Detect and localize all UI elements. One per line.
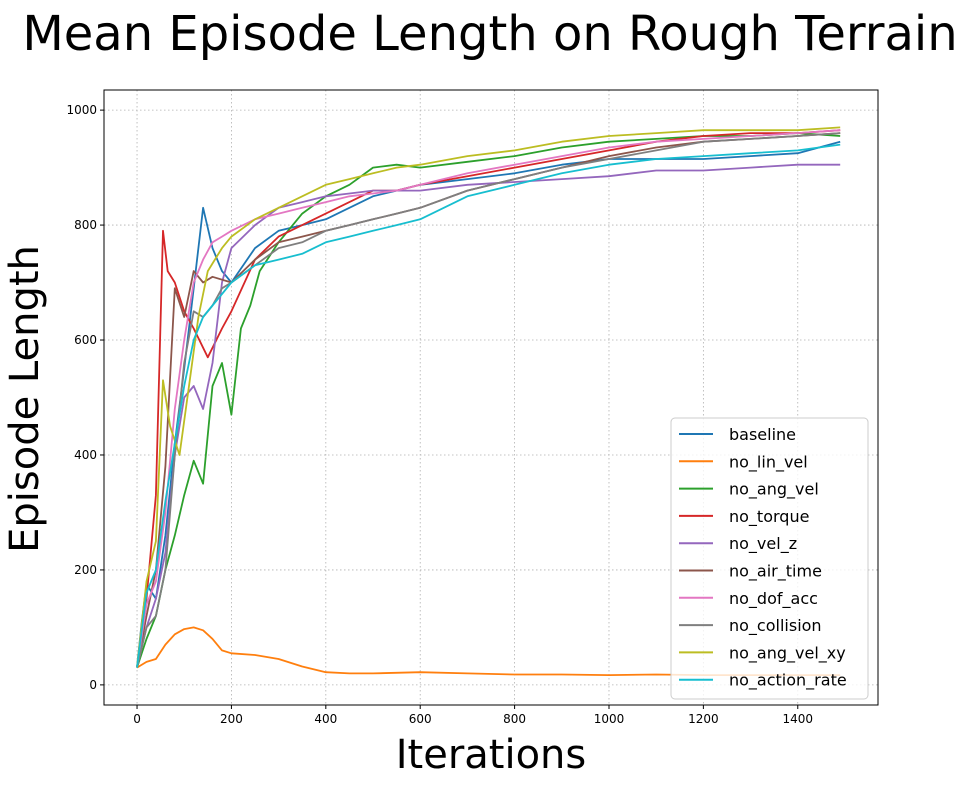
x-axis-label: Iterations [396,732,587,778]
legend-box [670,417,869,700]
legend-label: no_air_time [729,562,822,582]
legend-label: baseline [729,425,796,444]
x-tick-label: 800 [503,712,526,726]
legend-label: no_collision [729,616,822,636]
legend-label: no_torque [729,507,809,527]
axis-ticks: 0 200 400 600 800 1000 1200 1400 0 200 400 600 800 10… [66,103,813,726]
series-line-no-lin-vel [136,626,841,676]
y-tick-label: 600 [74,333,97,347]
y-tick-label: 800 [74,218,97,232]
legend-label: no_dof_acc [729,589,818,609]
x-tick-label: 400 [314,712,337,726]
legend-label: no_ang_vel_xy [729,643,846,663]
legend-label: no_action_rate [729,671,847,691]
legend-label: no_ang_vel [729,480,819,500]
y-tick-label: 0 [89,678,97,692]
y-tick-label: 400 [74,448,97,462]
x-tick-label: 1400 [782,712,813,726]
x-tick-label: 200 [220,712,243,726]
legend-label: no_lin_vel [729,452,808,472]
y-tick-label: 1000 [66,103,97,117]
legend-label: no_vel_z [729,534,797,554]
plot-frame [103,89,879,706]
series-line-no-vel-z [136,163,841,668]
series-line-no-action-rate [136,143,841,668]
x-tick-label: 1000 [594,712,625,726]
chart-title: Mean Episode Length on Rough Terrain [22,6,957,62]
series-lines [136,126,841,676]
legend: baseline no_lin_vel no_ang_vel no_torque no_… [670,417,869,700]
series-line-no-dof-acc [136,129,841,668]
x-tick-label: 1200 [688,712,719,726]
series-line-no-collision [136,132,841,668]
y-axis-label: Episode Length [2,245,48,553]
series-line-no-torque [136,129,841,668]
y-tick-label: 200 [74,563,97,577]
series-line-no-ang-vel [136,132,841,668]
x-tick-label: 600 [409,712,432,726]
x-tick-label: 0 [133,712,141,726]
